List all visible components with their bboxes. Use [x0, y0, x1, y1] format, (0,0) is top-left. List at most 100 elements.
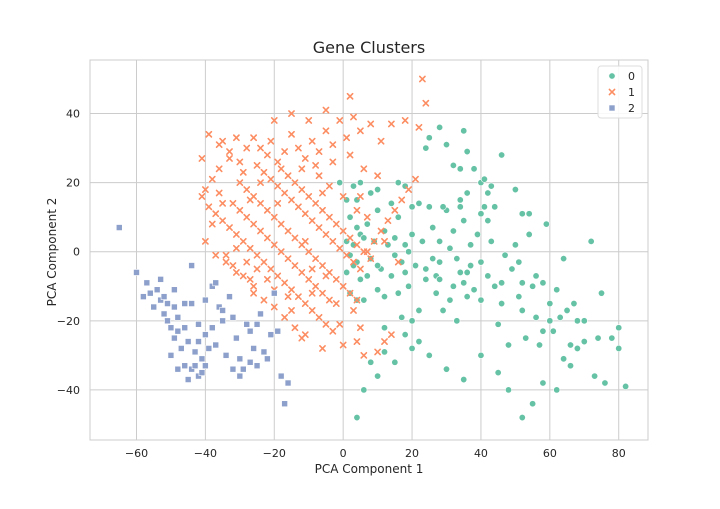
data-point — [277, 248, 285, 256]
y-axis-label: PCA Component 2 — [45, 198, 59, 307]
data-point — [329, 158, 337, 166]
data-point — [270, 289, 278, 297]
data-point — [181, 362, 189, 370]
data-point — [332, 300, 340, 307]
data-point — [229, 262, 237, 269]
legend-marker — [608, 72, 616, 80]
series-0 — [336, 123, 630, 422]
data-point — [391, 358, 399, 366]
data-point — [498, 300, 506, 308]
data-point — [171, 334, 178, 342]
data-point — [339, 282, 347, 290]
data-point — [267, 137, 275, 145]
data-point — [281, 313, 289, 321]
data-point — [380, 293, 388, 301]
data-point — [222, 352, 230, 359]
data-point — [208, 175, 216, 183]
data-point — [294, 203, 302, 211]
data-point — [267, 331, 275, 338]
data-point — [470, 165, 478, 173]
data-point — [449, 161, 457, 169]
data-point — [153, 286, 161, 294]
data-point — [363, 248, 371, 256]
data-point — [467, 262, 475, 270]
data-point — [518, 210, 526, 218]
data-point — [198, 155, 206, 162]
data-point — [312, 282, 320, 290]
data-point — [608, 334, 616, 342]
data-point — [508, 265, 516, 273]
data-point — [484, 189, 492, 197]
data-point — [408, 344, 416, 352]
data-point — [236, 179, 244, 187]
data-point — [205, 130, 213, 138]
data-point — [411, 262, 419, 270]
data-point — [250, 282, 258, 290]
data-point — [322, 272, 330, 280]
data-point — [236, 372, 244, 380]
data-point — [167, 324, 175, 332]
data-point — [436, 258, 444, 266]
data-point — [239, 272, 247, 280]
data-point — [301, 237, 309, 245]
data-point — [264, 355, 271, 363]
data-point — [239, 365, 247, 373]
data-point — [284, 379, 292, 387]
data-point — [260, 168, 268, 176]
data-point — [188, 262, 195, 269]
data-point — [288, 286, 295, 294]
data-point — [415, 306, 423, 314]
data-point — [566, 341, 574, 349]
data-point — [332, 275, 340, 283]
data-point — [484, 217, 492, 225]
data-point — [429, 255, 437, 263]
data-point — [322, 106, 330, 114]
data-point — [549, 327, 557, 335]
data-point — [370, 237, 378, 245]
data-point — [329, 327, 337, 335]
data-point — [301, 210, 309, 218]
data-point — [171, 286, 178, 294]
data-point — [453, 317, 461, 325]
data-point — [146, 289, 154, 297]
data-point — [308, 137, 316, 145]
x-tick-label: −60 — [125, 447, 148, 460]
data-point — [387, 331, 395, 339]
data-point — [546, 317, 554, 325]
data-point — [208, 282, 216, 290]
data-point — [374, 172, 382, 180]
data-point — [391, 251, 399, 259]
data-point — [398, 313, 406, 321]
data-point — [288, 110, 295, 117]
data-point — [425, 134, 433, 142]
data-point — [288, 130, 295, 138]
data-point — [246, 244, 254, 252]
data-point — [277, 220, 285, 228]
data-point — [560, 255, 568, 263]
data-point — [319, 262, 326, 269]
data-point — [184, 376, 192, 383]
data-point — [594, 334, 602, 342]
data-point — [398, 196, 406, 204]
data-point — [580, 338, 588, 346]
data-point — [381, 338, 388, 345]
data-point — [356, 193, 364, 200]
data-point — [257, 144, 264, 152]
data-point — [446, 296, 454, 304]
data-point — [212, 210, 220, 218]
data-point — [260, 296, 268, 304]
data-point — [425, 351, 433, 359]
data-point — [356, 324, 364, 332]
data-point — [232, 231, 240, 238]
data-point — [202, 362, 209, 370]
data-point — [353, 414, 361, 422]
data-point — [167, 352, 175, 359]
data-point — [501, 251, 509, 259]
data-point — [274, 158, 282, 166]
data-point — [329, 237, 337, 245]
data-point — [250, 345, 257, 352]
data-point — [429, 224, 437, 232]
data-point — [164, 300, 171, 307]
data-point — [515, 258, 523, 266]
data-point — [274, 182, 282, 190]
